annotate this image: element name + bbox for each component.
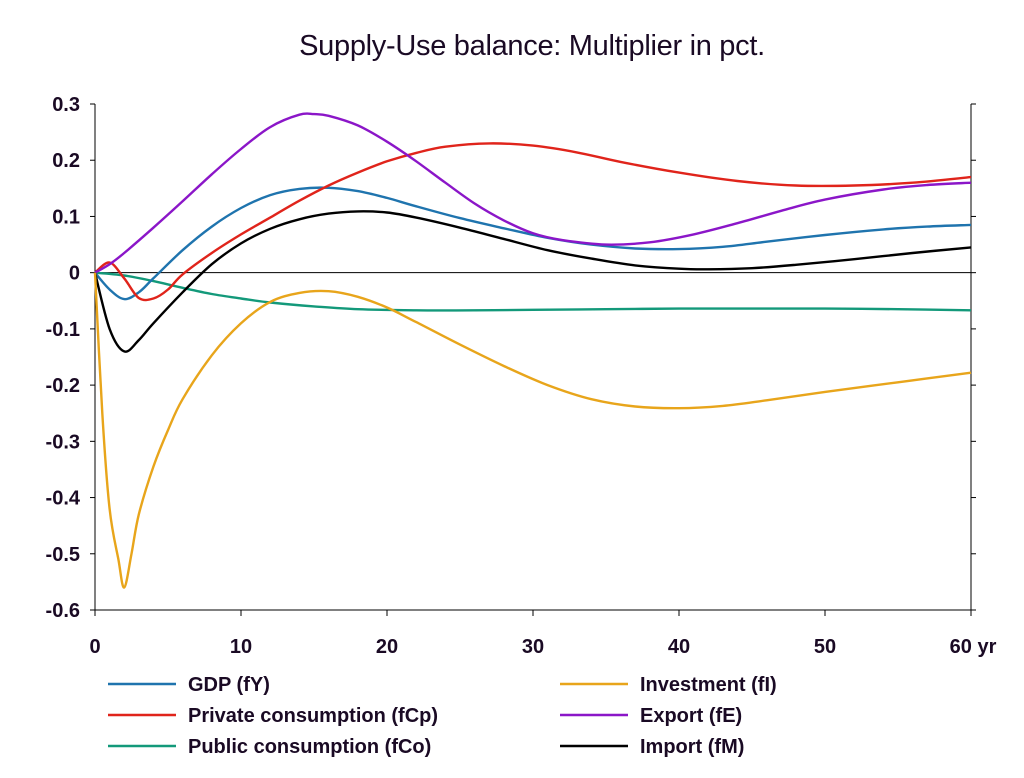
y-tick-label: 0.1 bbox=[52, 206, 80, 228]
chart-series bbox=[93, 112, 972, 589]
series-line-export-fe bbox=[94, 112, 972, 274]
legend-label-import-fm: Import (fM) bbox=[640, 736, 744, 758]
series-line-gdp-fy bbox=[94, 186, 972, 301]
x-tick-label: 30 bbox=[522, 636, 544, 658]
legend-label-gdp-fy: GDP (fY) bbox=[188, 674, 270, 696]
x-tick-label: 50 bbox=[814, 636, 836, 658]
y-tick-label: 0 bbox=[69, 263, 80, 285]
x-tick-label: 20 bbox=[376, 636, 398, 658]
chart-legend: GDP (fY) Private consumption (fCp) Public … bbox=[108, 674, 777, 758]
series-line-private-consumption-fcp bbox=[94, 142, 972, 302]
y-tick-label: 0.2 bbox=[52, 150, 80, 172]
y-tick-label: 0.3 bbox=[52, 94, 80, 116]
chart-axes: 0.3 0.2 0.1 0 -0.1 -0.2 -0.3 -0.4 -0.5 -0.6 0 10 20 3… bbox=[46, 94, 997, 658]
chart-title: Supply-Use balance: Multiplier in pct. bbox=[299, 30, 765, 62]
legend-label-private-consumption-fcp: Private consumption (fCp) bbox=[188, 705, 438, 727]
y-tick-label: -0.1 bbox=[46, 319, 80, 341]
legend-label-public-consumption-fco: Public consumption (fCo) bbox=[188, 736, 431, 758]
x-tick-label: 0 bbox=[89, 636, 100, 658]
y-tick-label: -0.3 bbox=[46, 431, 80, 453]
legend-label-investment-fi: Investment (fI) bbox=[640, 674, 777, 696]
x-tick-label: 10 bbox=[230, 636, 252, 658]
x-tick-label: 40 bbox=[668, 636, 690, 658]
series-line-import-fm bbox=[93, 210, 972, 353]
x-tick-label: 60 yr bbox=[950, 636, 997, 658]
y-tick-label: -0.4 bbox=[46, 488, 81, 510]
series-line-public-consumption-fco bbox=[94, 271, 972, 312]
series-line-investment-fi bbox=[93, 272, 972, 589]
y-tick-label: -0.6 bbox=[46, 600, 80, 622]
y-tick-label: -0.5 bbox=[46, 544, 80, 566]
y-tick-label: -0.2 bbox=[46, 375, 80, 397]
legend-label-export-fe: Export (fE) bbox=[640, 705, 742, 727]
